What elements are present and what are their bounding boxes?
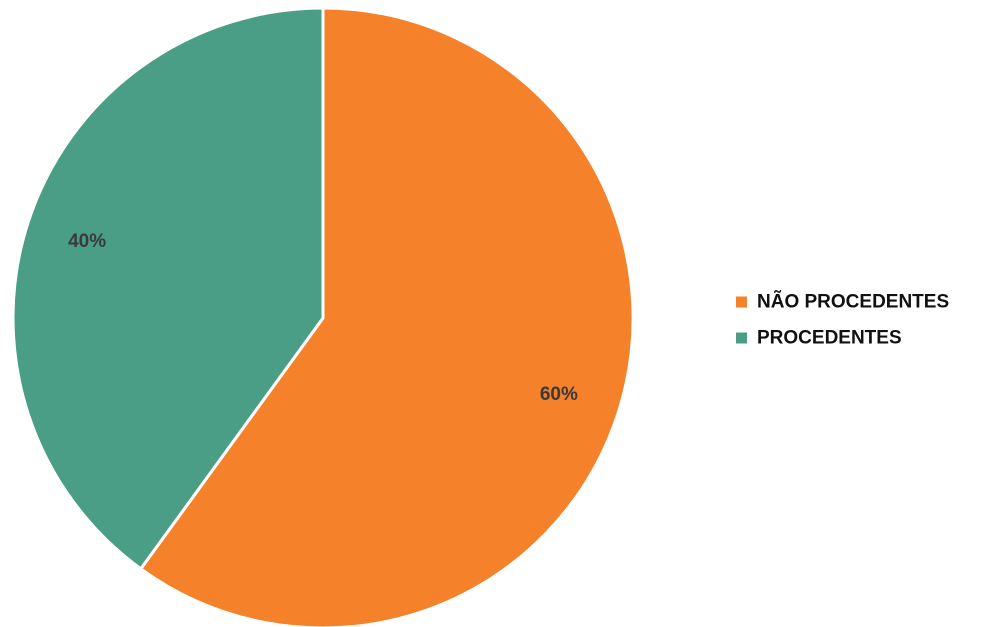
data-label-procedentes: 40% <box>68 231 106 252</box>
legend-swatch-procedentes <box>736 332 747 344</box>
legend-label-procedentes: PROCEDENTES <box>757 328 902 349</box>
legend-label-nao-procedentes: NÃO PROCEDENTES <box>757 291 949 313</box>
pie-slice-procedentes <box>11 6 325 571</box>
pie-slice-nao-procedentes <box>139 6 635 627</box>
pie-slices <box>11 6 635 627</box>
legend: NÃO PROCEDENTES PROCEDENTES <box>736 291 949 349</box>
legend-swatch-nao-procedentes <box>736 296 747 308</box>
pie-data-labels: 60% 40% <box>68 231 578 405</box>
data-label-nao-procedentes: 60% <box>540 384 578 405</box>
